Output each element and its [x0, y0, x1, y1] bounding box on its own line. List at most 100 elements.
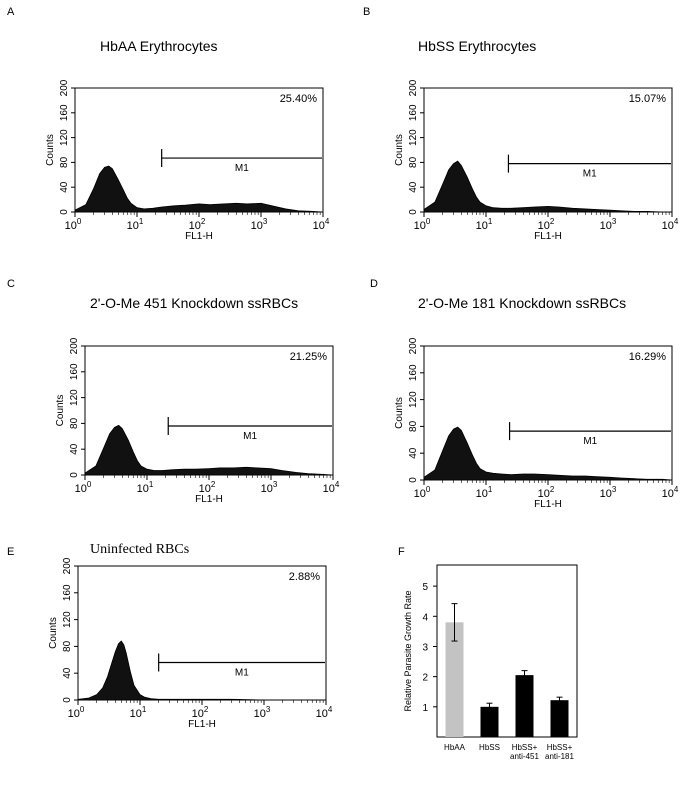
- y-tick-label: 40: [408, 181, 419, 193]
- panel-title-c: 2'-O-Me 451 Knockdown ssRBCs: [90, 295, 299, 311]
- category-label: HbAA: [444, 743, 466, 752]
- x-tick-label: 103: [251, 217, 268, 232]
- y-tick-label: 0: [408, 477, 419, 483]
- x-tick-label: 102: [538, 485, 555, 500]
- y-tick-label: 0: [59, 209, 70, 215]
- x-tick-label: 100: [414, 217, 431, 232]
- x-tick-label: 102: [192, 705, 209, 720]
- histogram-area: [77, 640, 326, 701]
- y-tick-label: 0: [408, 209, 419, 215]
- histogram-b: 0 40 80 120 160 200 Counts 100 101 102 103 104 FL1-H…: [394, 79, 679, 242]
- panel-title-b: HbSS Erythrocytes: [418, 38, 537, 54]
- y-tick-label: 5: [422, 582, 428, 593]
- y-tick-label: 160: [59, 104, 70, 121]
- y-tick-label: 120: [69, 389, 80, 406]
- x-tick-label: 102: [189, 217, 206, 232]
- x-tick-label: 104: [662, 485, 679, 500]
- y-tick-label: 0: [62, 697, 73, 703]
- x-tick-label: 100: [68, 705, 85, 720]
- histogram-area: [423, 426, 673, 481]
- y-tick-label: 40: [408, 447, 419, 459]
- y-tick-label: 200: [408, 79, 419, 96]
- y-axis-label: Counts: [48, 617, 59, 649]
- gate-label: M1: [235, 667, 249, 678]
- gate-label: M1: [583, 436, 597, 447]
- x-tick-label: 101: [127, 217, 144, 232]
- x-tick-label: 103: [261, 480, 278, 495]
- y-tick-label: 200: [62, 557, 73, 574]
- x-tick-label: 100: [75, 480, 92, 495]
- y-tick-label: 120: [408, 129, 419, 146]
- y-axis-label: Counts: [55, 395, 66, 427]
- y-tick-label: 40: [59, 181, 70, 193]
- y-tick-label: 160: [62, 584, 73, 601]
- histogram-area: [74, 165, 324, 213]
- y-tick-label: 80: [408, 420, 419, 432]
- bar: [480, 706, 499, 737]
- y-tick-label: 120: [59, 129, 70, 146]
- y-tick-label: 1: [422, 703, 428, 714]
- y-tick-label: 160: [408, 364, 419, 381]
- x-tick-label: 101: [476, 485, 493, 500]
- y-axis-label: Counts: [394, 397, 405, 429]
- y-tick-label: 200: [408, 337, 419, 354]
- x-tick-label: 104: [313, 217, 330, 232]
- gate-percentage: 2.88%: [289, 571, 320, 583]
- x-axis-label: FL1-H: [185, 231, 213, 242]
- y-tick-label: 80: [62, 640, 73, 652]
- category-label: HbSS+: [547, 743, 573, 752]
- panel-letter-f: F: [398, 546, 405, 558]
- x-tick-label: 102: [538, 217, 555, 232]
- y-tick-label: 80: [59, 156, 70, 168]
- gate-label: M1: [235, 163, 249, 174]
- histogram-c: 0 40 80 120 160 200 Counts 100 101 102 103 104 FL1-H…: [55, 337, 340, 505]
- histogram-area: [84, 424, 334, 476]
- x-axis-label: FL1-H: [534, 499, 562, 510]
- y-axis-label: Counts: [45, 134, 56, 166]
- y-tick-label: 120: [408, 391, 419, 408]
- panel-letter-c: C: [7, 278, 15, 290]
- category-label: HbSS+: [512, 743, 538, 752]
- x-tick-label: 101: [137, 480, 154, 495]
- bar: [515, 675, 534, 737]
- panel-title-a: HbAA Erythrocytes: [100, 38, 218, 54]
- gate-percentage: 15.07%: [629, 93, 667, 105]
- category-label: anti-181: [545, 752, 574, 761]
- bar-chart-f: 1 2 3 4 5 Relative Parasite Growth Rate HbAA Hb…: [403, 564, 578, 761]
- y-tick-label: 80: [408, 156, 419, 168]
- category-label: HbSS: [479, 743, 500, 752]
- y-tick-label: 160: [69, 363, 80, 380]
- y-tick-label: 80: [69, 417, 80, 429]
- y-tick-label: 200: [69, 337, 80, 354]
- gate-label: M1: [243, 431, 257, 442]
- category-label: anti-451: [510, 752, 539, 761]
- y-tick-label: 40: [69, 443, 80, 455]
- panel-title-d: 2'-O-Me 181 Knockdown ssRBCs: [418, 295, 627, 311]
- x-tick-label: 103: [600, 485, 617, 500]
- panel-letter-a: A: [7, 6, 15, 18]
- x-tick-label: 100: [65, 217, 82, 232]
- y-axis-label: Relative Parasite Growth Rate: [403, 590, 413, 711]
- y-tick-label: 120: [62, 611, 73, 628]
- histogram-d: 0 40 80 120 160 200 Counts 100 101 102 103 104 FL1-H…: [394, 337, 679, 510]
- x-tick-label: 104: [316, 705, 333, 720]
- x-tick-label: 103: [600, 217, 617, 232]
- gate-percentage: 16.29%: [629, 351, 667, 363]
- gate-label: M1: [583, 169, 597, 180]
- gate-percentage: 25.40%: [280, 93, 318, 105]
- y-tick-label: 3: [422, 642, 428, 653]
- panel-letter-e: E: [7, 546, 15, 558]
- x-tick-label: 100: [414, 485, 431, 500]
- x-tick-label: 102: [199, 480, 216, 495]
- y-axis-label: Counts: [394, 134, 405, 166]
- y-tick-label: 200: [59, 79, 70, 96]
- panel-letter-b: B: [363, 6, 371, 18]
- panel-title-e: Uninfected RBCs: [90, 542, 190, 557]
- y-tick-label: 4: [422, 612, 428, 623]
- panel-letter-d: D: [370, 278, 378, 290]
- x-tick-label: 101: [476, 217, 493, 232]
- y-tick-label: 40: [62, 667, 73, 679]
- histogram-a: 0 40 80 120 160 200 Counts 100 101 102 103 104 FL1-H…: [45, 79, 330, 242]
- x-tick-label: 104: [323, 480, 340, 495]
- plot-frame: [436, 564, 578, 738]
